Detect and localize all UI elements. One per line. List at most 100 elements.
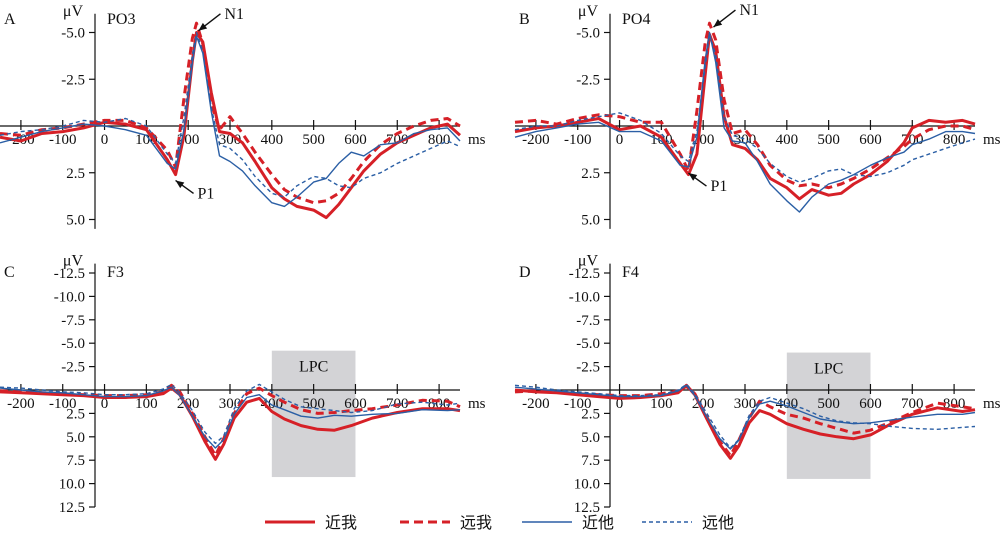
- electrode-label: F4: [622, 264, 639, 281]
- x-tick-label: 300: [219, 396, 242, 412]
- series-line-1: [0, 21, 461, 205]
- x-tick-label: 500: [817, 132, 840, 148]
- panel-letter: C: [4, 264, 15, 281]
- x-tick-label: 400: [261, 132, 284, 148]
- series-line-2: [0, 35, 461, 208]
- electrode-label: F3: [107, 264, 124, 281]
- y-tick-label: -5.0: [61, 26, 85, 42]
- x-tick-label: 600: [859, 132, 882, 148]
- x-tick-label: 600: [859, 396, 882, 412]
- x-tick-label: 600: [344, 396, 367, 412]
- annotation-arrowhead: [198, 22, 208, 31]
- x-unit-label: ms: [983, 396, 1000, 412]
- y-tick-label: 5.0: [66, 213, 85, 229]
- y-tick-label: 2.5: [581, 406, 600, 422]
- series-line-3: [514, 383, 976, 449]
- x-tick-label: 100: [650, 396, 673, 412]
- x-tick-label: 300: [734, 396, 757, 412]
- annotation-n1: N1: [739, 2, 759, 19]
- y-tick-label: 5.0: [581, 430, 600, 446]
- series-line-3: [0, 31, 461, 198]
- y-tick-label: 12.5: [574, 500, 600, 516]
- legend: 近我 远我 近他 远他: [265, 513, 734, 532]
- x-tick-label: 400: [776, 132, 799, 148]
- panel-b: -5.0-2.52.55.0μV-200 -100 0 100 200 300 400 500…: [514, 2, 1000, 229]
- legend-label-0: 近我: [325, 513, 357, 532]
- y-tick-label: 7.5: [66, 453, 85, 469]
- y-tick-label: -2.5: [576, 72, 600, 88]
- panel-a: -5.0-2.52.55.0μV-200 -100 0 100 200 300 400 500…: [0, 3, 486, 229]
- y-tick-label: -2.5: [61, 360, 85, 376]
- y-tick-label: 5.0: [581, 213, 600, 229]
- y-tick-label: 2.5: [66, 166, 85, 182]
- y-tick-label: 5.0: [66, 430, 85, 446]
- x-unit-label: ms: [468, 396, 486, 412]
- x-tick-label: 500: [302, 132, 325, 148]
- x-tick-label: 0: [616, 132, 624, 148]
- panel-d: LPC -12.5 -10.0 -7.5 -5.0 -2.5 2.5 5.0 7.5 10.0 12…: [514, 253, 1000, 516]
- x-tick-label: 600: [344, 132, 367, 148]
- y-tick-label: -5.0: [61, 336, 85, 352]
- y-tick-label: -12.5: [569, 266, 600, 282]
- lpc-window: [786, 352, 871, 479]
- x-tick-label: 0: [101, 132, 109, 148]
- legend-label-3: 远他: [702, 513, 734, 532]
- y-tick-label: 2.5: [581, 166, 600, 182]
- annotation-p1: P1: [198, 185, 215, 202]
- y-unit-label: μV: [578, 253, 599, 270]
- y-tick-label: 7.5: [581, 453, 600, 469]
- panel-letter: A: [4, 11, 16, 28]
- annotation-n1: N1: [224, 6, 244, 23]
- x-tick-label: 100: [135, 396, 158, 412]
- series-line-3: [0, 383, 461, 445]
- series-line-2: [514, 31, 976, 213]
- x-tick-label: 500: [817, 396, 840, 412]
- legend-label-1: 远我: [460, 513, 492, 532]
- x-tick-label: 800: [428, 132, 451, 148]
- x-tick-label: -100: [49, 396, 77, 412]
- y-tick-label: -7.5: [576, 313, 600, 329]
- y-tick-label: -10.0: [569, 289, 600, 305]
- x-tick-label: -100: [49, 132, 77, 148]
- x-unit-label: ms: [468, 132, 486, 148]
- y-tick-label: 12.5: [59, 500, 85, 516]
- y-tick-label: -2.5: [576, 360, 600, 376]
- series-line-3: [514, 33, 976, 183]
- annotation-arrowhead: [688, 173, 698, 181]
- lpc-label: LPC: [814, 361, 843, 378]
- y-tick-label: -2.5: [61, 72, 85, 88]
- lpc-window: [271, 350, 356, 478]
- series-line-1: [514, 21, 976, 190]
- panel-letter: D: [519, 264, 531, 281]
- x-tick-label: -200: [522, 396, 550, 412]
- y-unit-label: μV: [63, 3, 84, 20]
- series-line-2: [514, 384, 976, 450]
- panel-c: LPC -12.5 -10.0 -7.5 -5.0 -2.5 2.5 5.0 7.5 10.0 12…: [0, 253, 486, 516]
- annotation-arrowhead: [175, 180, 185, 189]
- x-tick-label: -100: [564, 132, 592, 148]
- lpc-label: LPC: [299, 359, 328, 376]
- y-tick-label: -12.5: [54, 266, 85, 282]
- x-tick-label: 0: [616, 396, 624, 412]
- panel-letter: B: [519, 11, 530, 28]
- y-tick-label: -10.0: [54, 289, 85, 305]
- y-tick-label: -5.0: [576, 336, 600, 352]
- y-tick-label: 10.0: [59, 477, 85, 493]
- annotation-arrowhead: [713, 19, 723, 28]
- series-line-0: [0, 386, 461, 461]
- legend-label-2: 近他: [582, 513, 614, 532]
- series-line-0: [0, 31, 462, 220]
- x-tick-label: -200: [522, 132, 550, 148]
- series-line-0: [514, 383, 976, 460]
- y-tick-label: 10.0: [574, 477, 600, 493]
- y-unit-label: μV: [63, 253, 84, 270]
- x-tick-label: -100: [564, 396, 592, 412]
- x-tick-label: 700: [901, 396, 924, 412]
- series-line-2: [0, 386, 461, 449]
- x-tick-label: -200: [7, 396, 35, 412]
- annotation-p1: P1: [710, 178, 727, 195]
- y-tick-label: -7.5: [61, 313, 85, 329]
- electrode-label: PO4: [622, 11, 650, 28]
- x-tick-label: 200: [692, 132, 715, 148]
